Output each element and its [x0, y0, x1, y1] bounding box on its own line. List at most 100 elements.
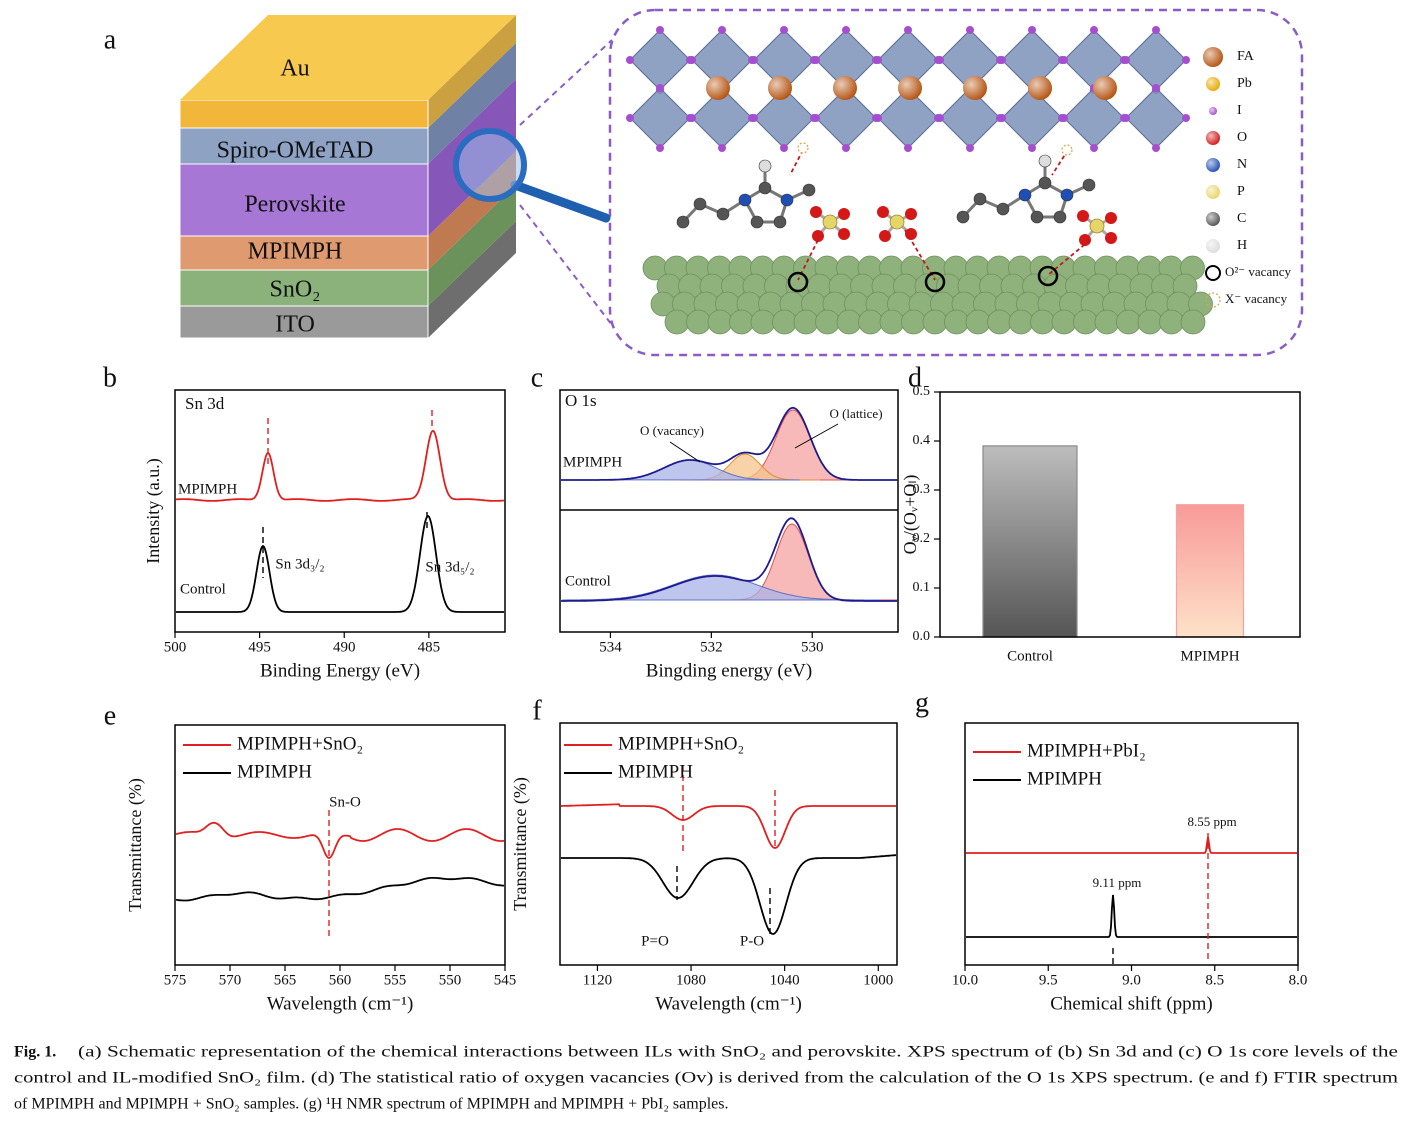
iodide [1090, 144, 1098, 152]
x-tick-label: 8.5 [1205, 972, 1224, 988]
sno2-atom [922, 309, 948, 335]
iodide [656, 144, 664, 152]
iodide [936, 56, 944, 64]
plot-frame [964, 722, 1299, 966]
iodide [688, 56, 696, 64]
sno2-atom [686, 309, 711, 335]
y-axis-label: Transmittance (%) [510, 777, 531, 911]
iodide [904, 144, 912, 152]
layer-front [179, 305, 429, 339]
chart-f: 1120 1080 1040 1000 MPIMPH+SnO₂ MPIMPH P=O P-O W… [510, 722, 898, 1014]
iodide [656, 26, 664, 34]
sno2-atom [1137, 309, 1163, 335]
layer-side [428, 15, 516, 128]
octahedron [629, 29, 691, 91]
atom [996, 202, 1010, 216]
iodide [1060, 114, 1068, 122]
chart-e: 575 570 565 560 555 550 545 MPIMPH+SnO₂ MPIMPH Sn… [125, 724, 516, 1014]
legend-label: MPIMPH [1027, 768, 1102, 789]
panel-label: a [104, 24, 117, 55]
sno2-atom [987, 309, 1012, 335]
legend-label: N [1237, 157, 1247, 172]
series-label: MPIMPH [563, 454, 622, 470]
iodide [842, 144, 850, 152]
shine [706, 76, 730, 100]
chart-c: 534 532 530 O 1s MPIMPH Control O (vacancy) O (… [559, 389, 899, 681]
shine [1206, 158, 1220, 172]
iodide [1152, 84, 1160, 92]
layer-front [179, 235, 429, 271]
oxygen [877, 206, 889, 218]
o-vacancy [1037, 265, 1059, 287]
iodide [780, 144, 788, 152]
magnifier-lens [453, 128, 527, 202]
y-tick-label: 0.3 [913, 482, 931, 497]
atom [973, 192, 987, 206]
atom [1082, 178, 1096, 192]
plot-title: O 1s [565, 391, 597, 410]
y-tick-label: 0.4 [913, 433, 931, 448]
legend-label: MPIMPH [618, 761, 693, 782]
chart-g: 10.0 9.5 9.0 8.5 8.0 MPIMPH+PbI₂ MPIMPH 8.55 pp… [952, 722, 1307, 1014]
plot-title: Sn 3d [185, 394, 225, 413]
sno2-atom [793, 309, 819, 335]
shine [1028, 76, 1052, 100]
plot-frame [174, 389, 506, 633]
panel-a: a [104, 8, 1304, 357]
layer-side [428, 185, 516, 306]
shine [1203, 47, 1223, 67]
oxygen [812, 230, 824, 242]
atom [750, 215, 764, 229]
layer-top [180, 15, 516, 100]
magnifier-handle [510, 180, 611, 223]
iodide [1182, 114, 1190, 122]
x-tick-label: 1080 [676, 972, 706, 988]
x-tick-label: 9.5 [1039, 972, 1058, 988]
interaction [789, 149, 804, 176]
sno2-atom [772, 309, 797, 335]
sno2-atom [1180, 309, 1206, 335]
iodide [904, 26, 912, 34]
spectrum-line [175, 877, 504, 902]
shine [768, 76, 792, 100]
iodide [780, 26, 788, 34]
oxygen [905, 228, 917, 240]
legend-label: MPIMPH+PbI₂ [1027, 740, 1146, 761]
iodide [1028, 26, 1036, 34]
layer-front [179, 127, 429, 165]
y-axis-label: Intensity (a.u.) [143, 458, 164, 563]
x-tick-label: 532 [700, 639, 723, 655]
iodide [1090, 26, 1098, 34]
sno2-atom [901, 309, 926, 335]
pointer [669, 441, 701, 463]
interaction [1051, 149, 1069, 176]
layer-label: MPIMPH [248, 239, 343, 265]
sno2-atom [1094, 309, 1120, 335]
iodide [718, 26, 726, 34]
bar [982, 445, 1078, 638]
x-tick-label: 485 [418, 639, 441, 655]
sno2-atom [1116, 309, 1141, 335]
y-tick-label: 0.5 [913, 384, 931, 399]
legend-label: C [1237, 211, 1246, 226]
sno2-atom [729, 309, 754, 335]
atom [758, 181, 772, 195]
iodide [750, 56, 758, 64]
layer-label: Spiro-OMeTAD [217, 138, 374, 164]
shine [1206, 212, 1220, 226]
peak-fit [562, 574, 880, 601]
shine [1206, 239, 1220, 253]
spectrum-line [561, 803, 896, 849]
spectrum-line [561, 406, 897, 481]
iodide [812, 56, 820, 64]
plot-frame [559, 722, 898, 966]
atom [1060, 188, 1074, 202]
chart-d: 0.0 0.1 0.2 0.3 0.4 0.5 Control MPIMPH Oᵥ/(Oᵥ+Oₗ… [900, 384, 1301, 664]
pointer [794, 423, 839, 449]
panel-label: d [908, 362, 922, 393]
x-axis-label: Bingding energy (eV) [646, 660, 812, 681]
spectrum-line [175, 821, 505, 859]
shine [963, 76, 987, 100]
annotation: P=O [641, 933, 669, 949]
